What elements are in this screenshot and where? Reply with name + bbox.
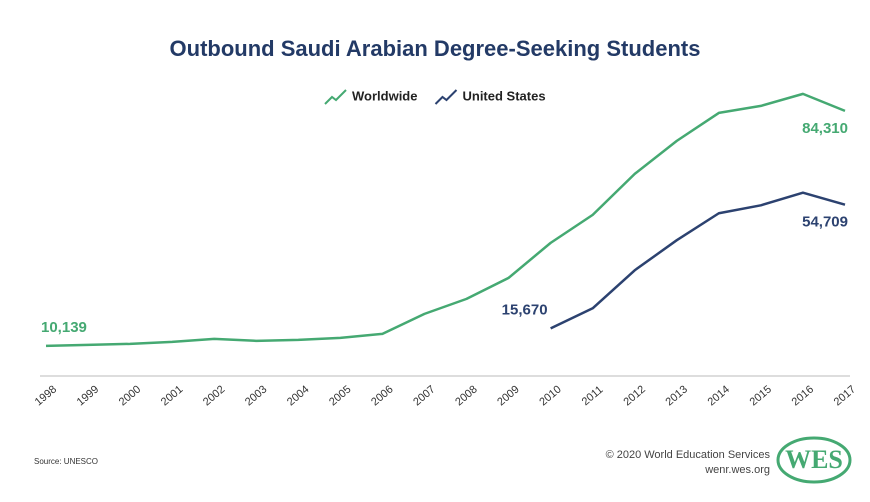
data-label: 10,139 (41, 319, 87, 336)
logo-ring (776, 436, 852, 484)
legend-swatch (434, 89, 458, 105)
data-label: 84,310 (802, 120, 848, 137)
credit: © 2020 World Education Services (606, 449, 771, 461)
chart-title: Outbound Saudi Arabian Degree-Seeking St… (170, 36, 701, 61)
data-label: 54,709 (802, 214, 848, 231)
data-label: 15,670 (502, 301, 548, 318)
series-line (45, 92, 846, 348)
legend-label: United States (462, 88, 545, 103)
logo: WES (785, 445, 843, 474)
site: wenr.wes.org (704, 464, 770, 476)
legend-label: Worldwide (352, 88, 417, 103)
source: Source: UNESCO (34, 457, 98, 466)
series-line (550, 191, 846, 330)
legend-swatch (324, 89, 347, 105)
